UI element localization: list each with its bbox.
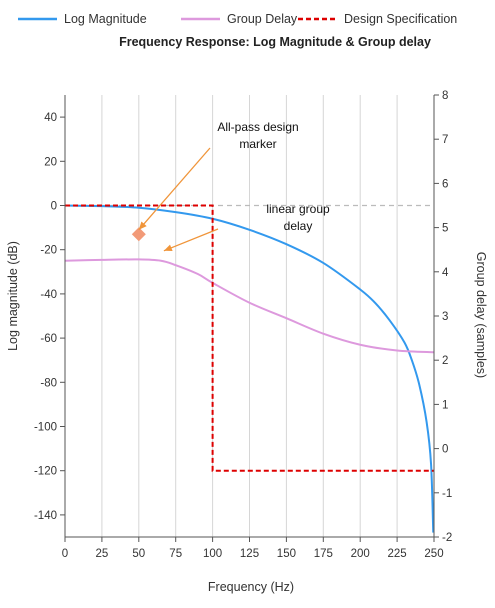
legend-label-log-magnitude: Log Magnitude xyxy=(64,12,147,26)
x-tick-label-100: 100 xyxy=(203,548,222,560)
y2-tick-label-0: 0 xyxy=(442,444,448,456)
x-tick-label-125: 125 xyxy=(240,548,259,560)
y2-tick-label-4: 4 xyxy=(442,267,449,279)
annotation-text-2-line-2: delay xyxy=(284,219,313,233)
y2-tick-label-6: 6 xyxy=(442,178,448,190)
y2-tick-label-8: 8 xyxy=(442,90,448,102)
legend-label-group-delay: Group Delay xyxy=(227,12,298,26)
y-tick-label--100: -100 xyxy=(34,422,57,434)
y2-axis-label: Group delay (samples) xyxy=(474,252,488,378)
y2-tick-label-5: 5 xyxy=(442,223,448,235)
chart-title: Frequency Response: Log Magnitude & Grou… xyxy=(119,35,431,49)
x-tick-label-175: 175 xyxy=(314,548,333,560)
x-tick-label-75: 75 xyxy=(169,548,182,560)
y-tick-label-20: 20 xyxy=(44,156,57,168)
all-pass-diamond-marker xyxy=(131,227,146,242)
x-tick-label-50: 50 xyxy=(132,548,145,560)
y-tick-label--20: -20 xyxy=(40,245,57,257)
x-tick-label-150: 150 xyxy=(277,548,296,560)
y2-tick-label-1: 1 xyxy=(442,399,448,411)
x-tick-label-0: 0 xyxy=(62,548,68,560)
annotation-layer: All-pass design marker linear group delay xyxy=(138,120,330,252)
series-line-design-specification xyxy=(65,204,434,472)
y-tick-label--60: -60 xyxy=(40,333,57,345)
annotation-text-2-line-1: linear group xyxy=(266,202,330,216)
annotation-text-1-line-2: marker xyxy=(239,137,276,151)
series-layer xyxy=(64,204,435,533)
legend: Log Magnitude Group Delay Design Specifica… xyxy=(18,12,457,26)
y-tick-label--140: -140 xyxy=(34,510,57,522)
y-tick-label--120: -120 xyxy=(34,466,57,478)
y-tick-label-0: 0 xyxy=(51,201,57,213)
annotation-arrowhead-1 xyxy=(138,221,147,230)
y2-tick-label-7: 7 xyxy=(442,134,448,146)
y2-tick-label--1: -1 xyxy=(442,488,452,500)
x-tick-label-200: 200 xyxy=(351,548,370,560)
annotation-text-1-line-1: All-pass design xyxy=(217,120,298,134)
y2-tick-label-2: 2 xyxy=(442,355,448,367)
x-tick-label-250: 250 xyxy=(424,548,443,560)
x-tick-label-25: 25 xyxy=(96,548,109,560)
y-axis-label: Log magnitude (dB) xyxy=(6,241,20,351)
axes: 0 25 50 75 100 125 150 175 200 225 25040200-20-40-… xyxy=(34,90,452,560)
annotation-arrow-1 xyxy=(138,147,211,231)
y-tick-label--40: -40 xyxy=(40,289,57,301)
x-tick-label-225: 225 xyxy=(388,548,407,560)
legend-label-design-specification: Design Specification xyxy=(344,12,457,26)
y2-tick-label--2: -2 xyxy=(442,532,452,544)
annotation-arrowhead-2 xyxy=(163,244,173,252)
series-line-log-magnitude xyxy=(64,204,435,533)
annotation-arrow-2 xyxy=(163,228,219,252)
y2-tick-label-3: 3 xyxy=(442,311,448,323)
x-axis-label: Frequency (Hz) xyxy=(208,580,294,594)
y-tick-label-40: 40 xyxy=(44,112,57,124)
y-tick-label--80: -80 xyxy=(40,377,57,389)
